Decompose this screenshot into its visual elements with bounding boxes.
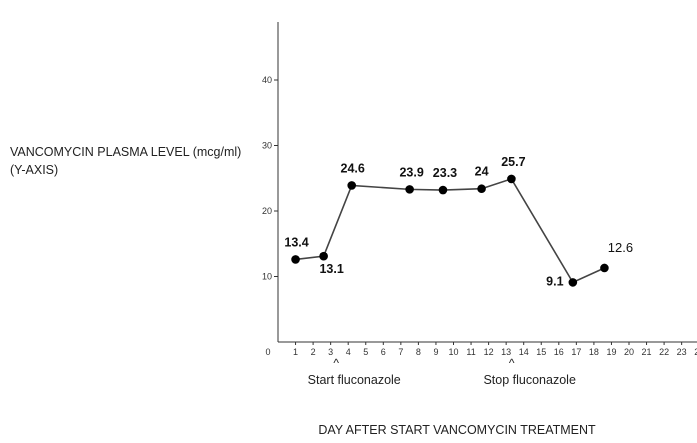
data-point-marker <box>319 251 328 261</box>
annotation-layer: ^ Start fluconazole ^ Stop fluconazole <box>308 356 576 387</box>
data-point-marker <box>291 255 300 264</box>
data-point-marker <box>600 263 609 273</box>
y-axis-title-line-1: VANCOMYCIN PLASMA LEVEL (mcg/ml) <box>10 145 241 159</box>
annotation-label: Start fluconazole <box>308 373 401 387</box>
data-point-label: 9.1 <box>546 274 563 288</box>
x-tick-label: 4 <box>346 347 351 357</box>
y-tick-label: 40 <box>262 75 272 85</box>
data-point-marker <box>568 278 578 287</box>
data-point-label: 13.1 <box>319 262 343 276</box>
data-point-label: 23.9 <box>399 165 423 179</box>
x-tick-label: 6 <box>381 347 386 357</box>
data-point-label: 13.4 <box>284 235 308 249</box>
y-axis-ticks: 10 20 30 40 <box>262 75 278 282</box>
data-point-marker <box>507 174 516 184</box>
data-point-label: 12.6 <box>608 240 633 255</box>
data-point-label: 24.6 <box>341 161 365 175</box>
data-point-marker <box>405 185 414 194</box>
x-tick-label: 2 <box>311 347 316 357</box>
x-tick-label: 16 <box>554 347 564 357</box>
y-tick-label: 20 <box>262 206 272 216</box>
x-axis-ticks: 0123456789101112131415161718192021222324 <box>265 342 697 357</box>
annotation-caret: ^ <box>333 356 339 370</box>
y-tick-label: 30 <box>262 141 272 151</box>
y-axis-title: VANCOMYCIN PLASMA LEVEL (mcg/ml) (Y-AXIS… <box>10 145 241 177</box>
series-layer: 13.4 13.1 24.6 23.9 23.3 24 25.7 9.1 12.6 <box>284 155 633 288</box>
x-tick-label: 9 <box>433 347 438 357</box>
x-tick-label: 8 <box>416 347 421 357</box>
x-tick-label: 20 <box>624 347 634 357</box>
y-axis-title-line-2: (Y-AXIS) <box>10 163 58 177</box>
annotation-label: Stop fluconazole <box>483 373 575 387</box>
x-tick-label: 0 <box>265 347 270 357</box>
x-tick-label: 10 <box>448 347 458 357</box>
x-tick-label: 15 <box>536 347 546 357</box>
x-tick-label: 11 <box>466 347 475 357</box>
x-tick-label: 1 <box>293 347 298 357</box>
x-tick-label: 23 <box>677 347 687 357</box>
x-tick-label: 3 <box>328 347 333 357</box>
x-tick-label: 19 <box>606 347 616 357</box>
y-tick-label: 10 <box>262 272 272 282</box>
x-tick-label: 13 <box>501 347 511 357</box>
data-point-marker <box>438 185 448 195</box>
annotation-caret: ^ <box>509 356 515 370</box>
data-point-marker <box>477 184 486 194</box>
data-point-marker <box>347 181 357 190</box>
x-tick-label: 17 <box>571 347 581 357</box>
data-point-label: 24 <box>475 165 489 179</box>
x-axis-title: DAY AFTER START VANCOMYCIN TREATMENT <box>318 423 596 437</box>
x-tick-label: 5 <box>363 347 368 357</box>
x-tick-label: 18 <box>589 347 599 357</box>
x-tick-label: 14 <box>519 347 529 357</box>
x-tick-label: 22 <box>659 347 669 357</box>
x-tick-label: 21 <box>642 347 652 357</box>
data-point-label: 25.7 <box>501 155 525 169</box>
x-tick-label: 7 <box>398 347 403 357</box>
x-tick-label: 24 <box>694 347 697 357</box>
x-tick-label: 12 <box>484 347 494 357</box>
data-point-label: 23.3 <box>433 166 457 180</box>
